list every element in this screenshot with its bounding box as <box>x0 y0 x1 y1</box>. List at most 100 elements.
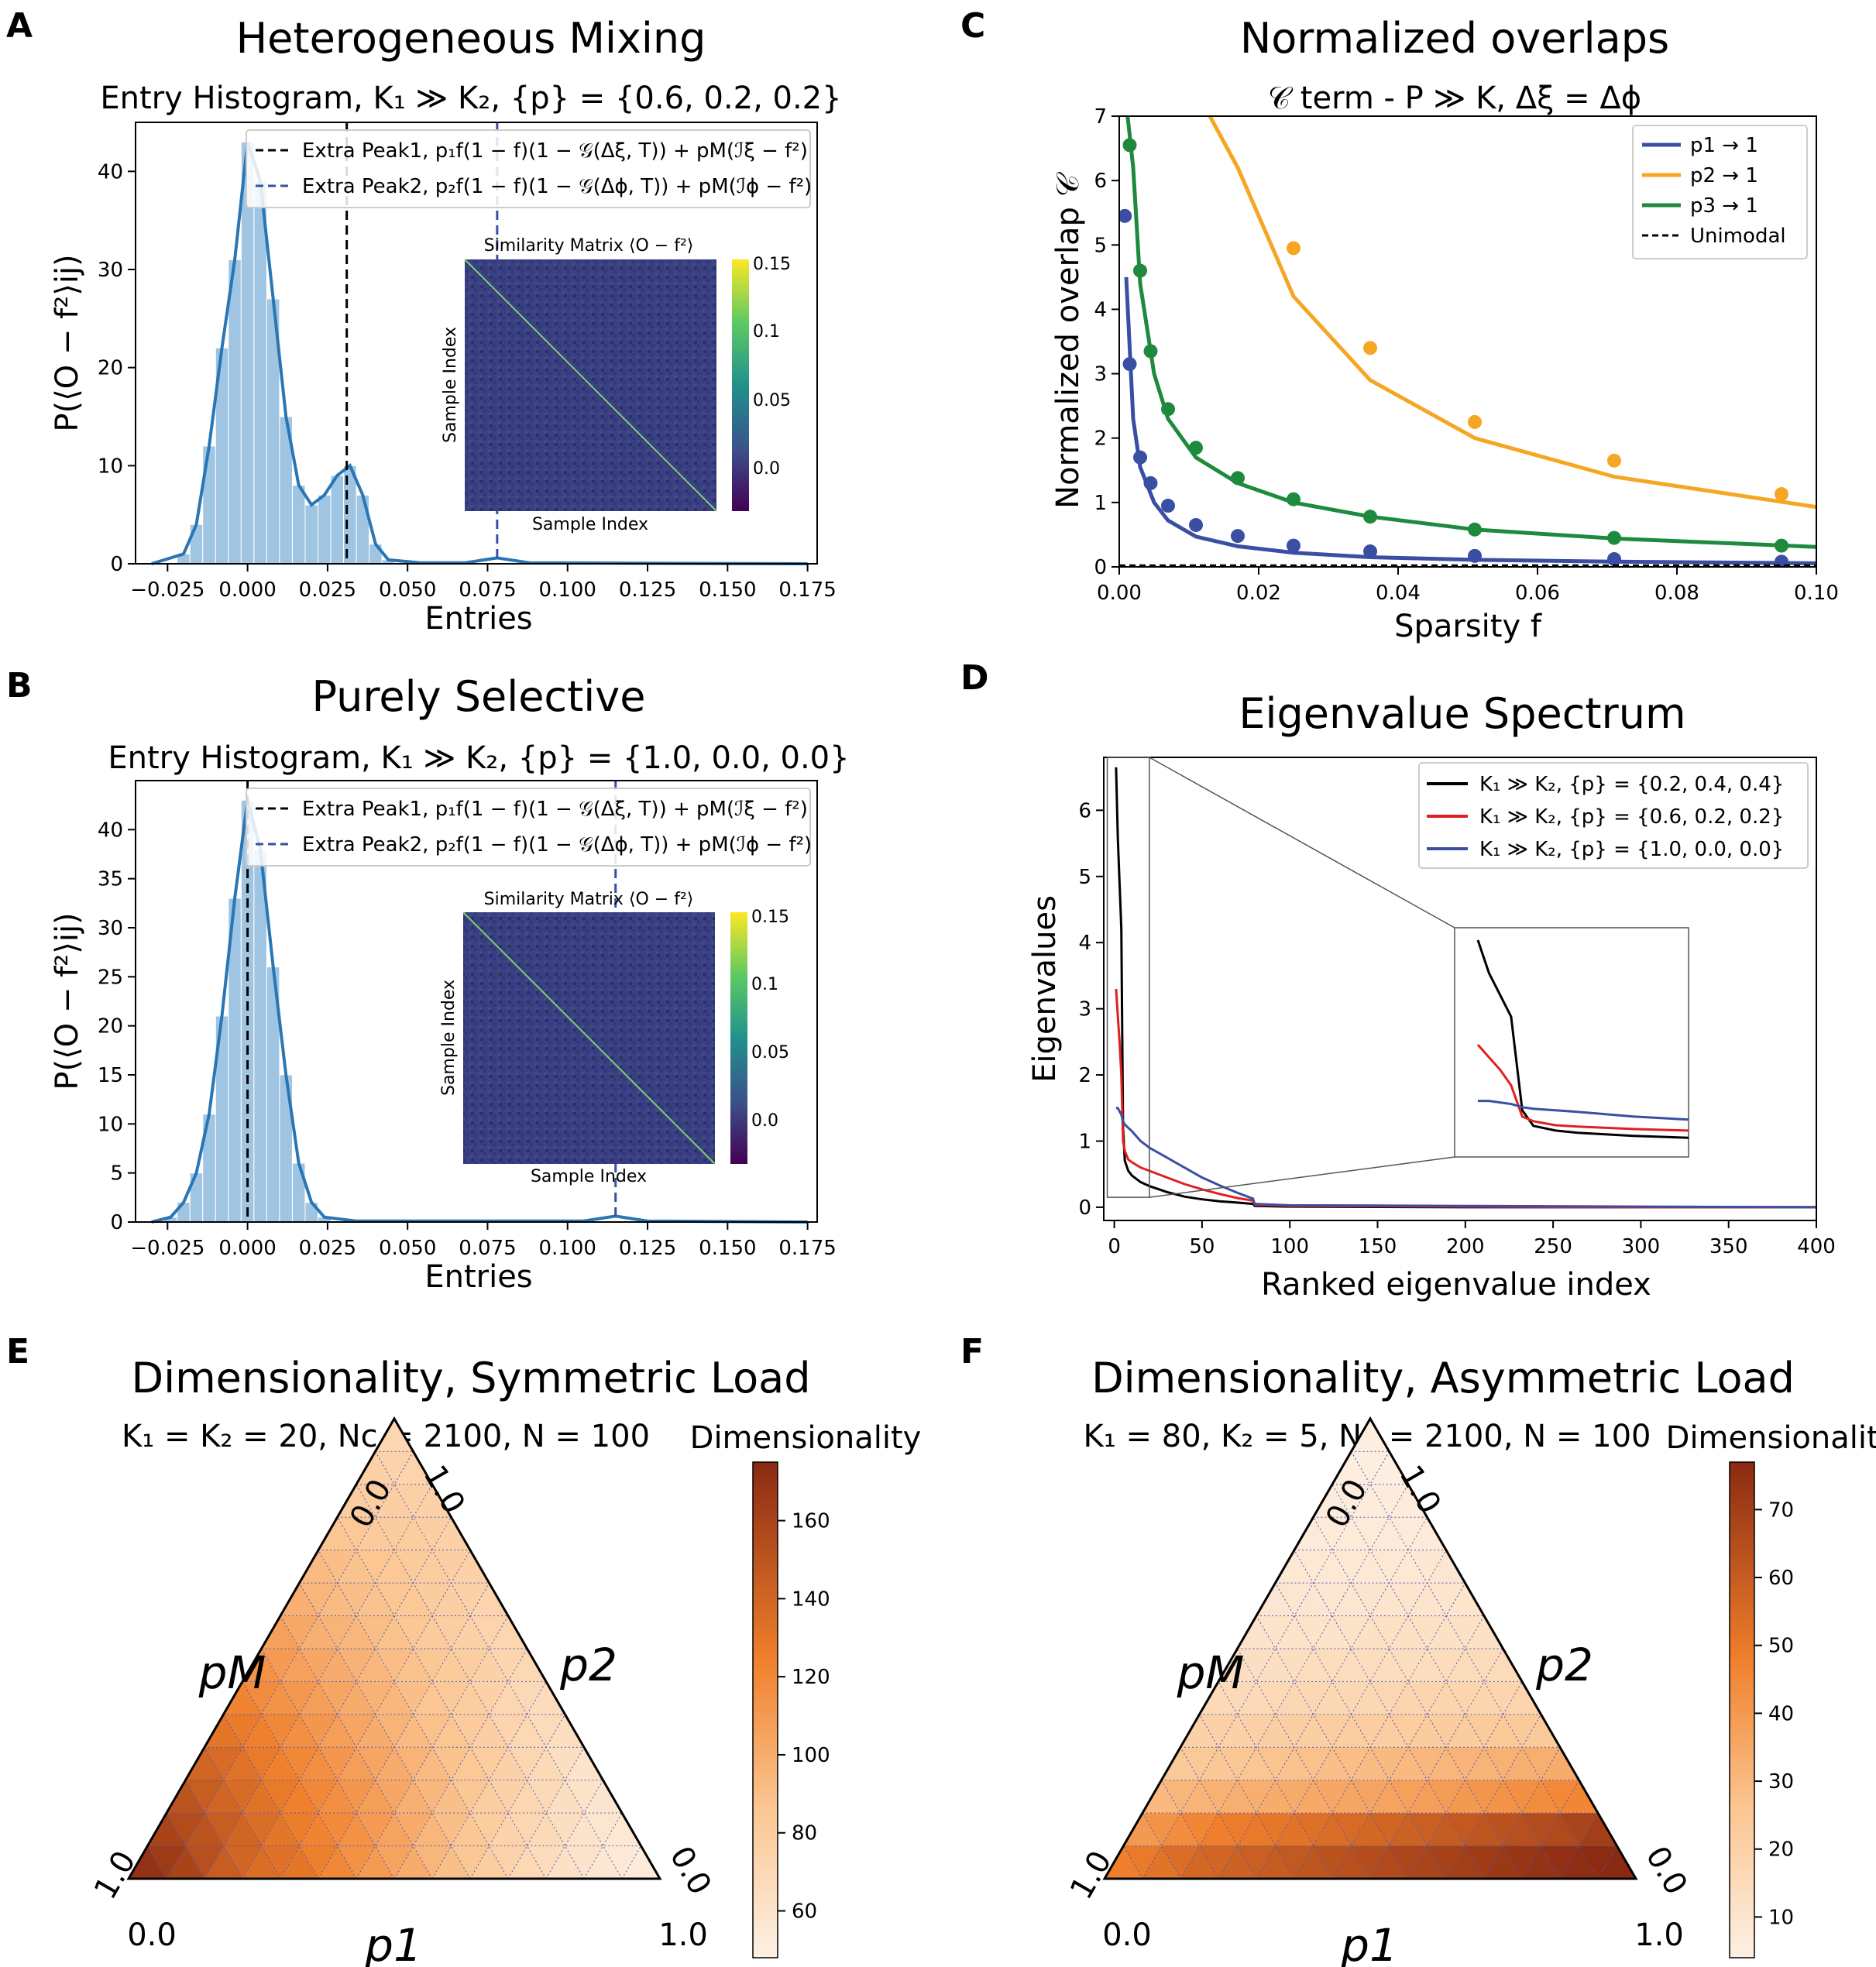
grid-line <box>318 1582 490 1879</box>
grid-line <box>1142 1812 1181 1879</box>
ternary-plot <box>126 1416 662 1880</box>
ternary-plot <box>1102 1416 1638 1880</box>
chart-title: Normalized overlaps <box>1240 14 1669 63</box>
grid-line <box>1445 1714 1541 1879</box>
zoom-connector <box>1149 757 1455 929</box>
colorbar-ticks: 60 80 100 120 140 160 <box>778 1510 830 1924</box>
ternary-frame <box>1102 1416 1638 1880</box>
grid-line <box>280 1615 433 1879</box>
grid-line <box>242 1681 357 1879</box>
data-point <box>1143 344 1158 359</box>
data-point <box>1122 138 1137 153</box>
grid-line <box>1294 1582 1465 1879</box>
y-tick-label: 0 <box>110 553 123 576</box>
y-tick-label: 4 <box>1078 932 1091 955</box>
plot-area: −0.025 0.000 0.025 0.050 0.075 0.100 0.125 0.15… <box>98 122 837 602</box>
zoom-series-line <box>1476 1044 1689 1132</box>
grid-line <box>223 1714 319 1879</box>
x-tick-label: 0.000 <box>218 1237 276 1260</box>
histogram-bar <box>228 259 242 565</box>
data-point <box>1775 554 1788 567</box>
x-tick-label: 0.075 <box>459 578 516 602</box>
grid-line <box>1218 1681 1333 1879</box>
x-tick-label: 0.125 <box>619 578 676 602</box>
y-tick-label: 15 <box>98 1064 123 1087</box>
plot-area: 0.00 0.02 0.04 0.06 0.08 0.10 0 1 2 3 4 5 6 7 <box>1094 105 1838 605</box>
grid-line <box>1351 1451 1599 1879</box>
y-tick-label: 5 <box>1078 866 1091 889</box>
zoom-series-line <box>1478 1100 1689 1121</box>
x-tick-label: 0.04 <box>1376 582 1421 605</box>
matrix-diagonal <box>462 911 716 1165</box>
axes-frame <box>1103 757 1817 1221</box>
data-point <box>1607 530 1621 545</box>
series-group <box>1119 116 1816 567</box>
histogram-bar <box>291 485 306 565</box>
panel-b: B Purely Selective Entry Histogram, K₁ ≫… <box>6 666 850 1295</box>
x-tick-label: 0.050 <box>379 578 436 602</box>
axis-label-right: p2 <box>1535 1639 1593 1691</box>
inset-x-label: Sample Index <box>532 515 648 534</box>
y-axis-label: Normalized overlap 𝒞 <box>1050 171 1086 508</box>
x-tick-label: 0.100 <box>539 578 596 602</box>
x-tick-label: 350 <box>1709 1235 1748 1258</box>
data-point <box>1133 450 1147 465</box>
panel-letter: E <box>6 1332 29 1371</box>
zoom-box <box>1106 757 1150 1198</box>
cbar-tick-label: 20 <box>1768 1838 1794 1862</box>
y-tick-label: 6 <box>1078 799 1091 822</box>
grid-line <box>1369 1648 1503 1879</box>
histogram-bar <box>356 494 370 565</box>
corner-label: 1.0 <box>1634 1917 1684 1953</box>
cbar-tick: 0.0 <box>753 459 780 479</box>
cbar-tick-label: 80 <box>792 1822 817 1845</box>
histogram-bar <box>330 475 345 565</box>
y-tick-label: 1 <box>1094 492 1107 515</box>
panel-letter: F <box>960 1332 984 1371</box>
histogram-bar <box>189 524 204 565</box>
cbar-tick: 0.15 <box>751 908 789 927</box>
axes-frame <box>1118 115 1817 568</box>
data-point <box>1363 544 1377 559</box>
colorbar-label: Dimensionality <box>690 1420 922 1456</box>
legend-entry: p3 → 1 <box>1690 194 1758 218</box>
y-axis-label: Eigenvalues <box>1027 895 1063 1083</box>
x-tick-label: 0.025 <box>299 578 356 602</box>
cbar-tick-label: 60 <box>1768 1567 1794 1590</box>
chart-title: Dimensionality, Asymmetric Load <box>1091 1354 1795 1402</box>
cbar-tick: 0.0 <box>751 1111 778 1131</box>
x-tick-label: 150 <box>1359 1235 1397 1258</box>
inset-title: Similarity Matrix ⟨O − f²⟩ <box>484 890 694 909</box>
x-tick-label: 300 <box>1622 1235 1661 1258</box>
y-tick-label: 7 <box>1094 105 1107 129</box>
chart-title: Heterogeneous Mixing <box>236 14 706 63</box>
data-point <box>1133 263 1147 278</box>
y-tick-label: 0 <box>1094 556 1107 579</box>
chart-subtitle: Entry Histogram, K₁ ≫ K₂, {p} = {0.6, 0.… <box>100 81 841 116</box>
zoom-inset-frame <box>1454 927 1689 1158</box>
cbar-tick-label: 120 <box>792 1666 830 1689</box>
panel-d: D Eigenvalue Spectrum 0 50 100 150 200 250 300… <box>960 658 1836 1303</box>
grid-line <box>1597 1845 1617 1879</box>
axis-label-left: pM <box>1177 1646 1245 1699</box>
grid-line <box>1142 1451 1390 1879</box>
legend-entry: Extra Peak1, p₁f(1 − f)(1 − 𝒢(Δξ, T)) + … <box>302 798 808 821</box>
colorbar <box>1729 1461 1755 1958</box>
panel-letter: C <box>960 6 985 46</box>
y-tick-label: 20 <box>98 357 123 380</box>
data-point <box>1231 471 1245 486</box>
plot-area: 0 50 100 150 200 250 300 350 400 0 1 2 3 4 5 6 <box>1078 767 1836 1258</box>
corner-label: 1.0 <box>1063 1845 1119 1905</box>
cbar-tick: 0.05 <box>753 391 791 410</box>
legend-entry: p2 → 1 <box>1690 164 1758 187</box>
x-tick-label: 400 <box>1797 1235 1836 1258</box>
data-point <box>1119 208 1132 223</box>
data-point <box>1143 475 1158 490</box>
data-point <box>1287 538 1300 553</box>
corner-label: 0.0 <box>1638 1840 1694 1900</box>
panel-letter: B <box>6 666 33 705</box>
y-tick-label: 2 <box>1078 1064 1091 1087</box>
data-point <box>1607 453 1621 468</box>
cbar-tick: 0.15 <box>753 255 791 274</box>
axis-label-bottom: p1 <box>1340 1919 1398 1967</box>
